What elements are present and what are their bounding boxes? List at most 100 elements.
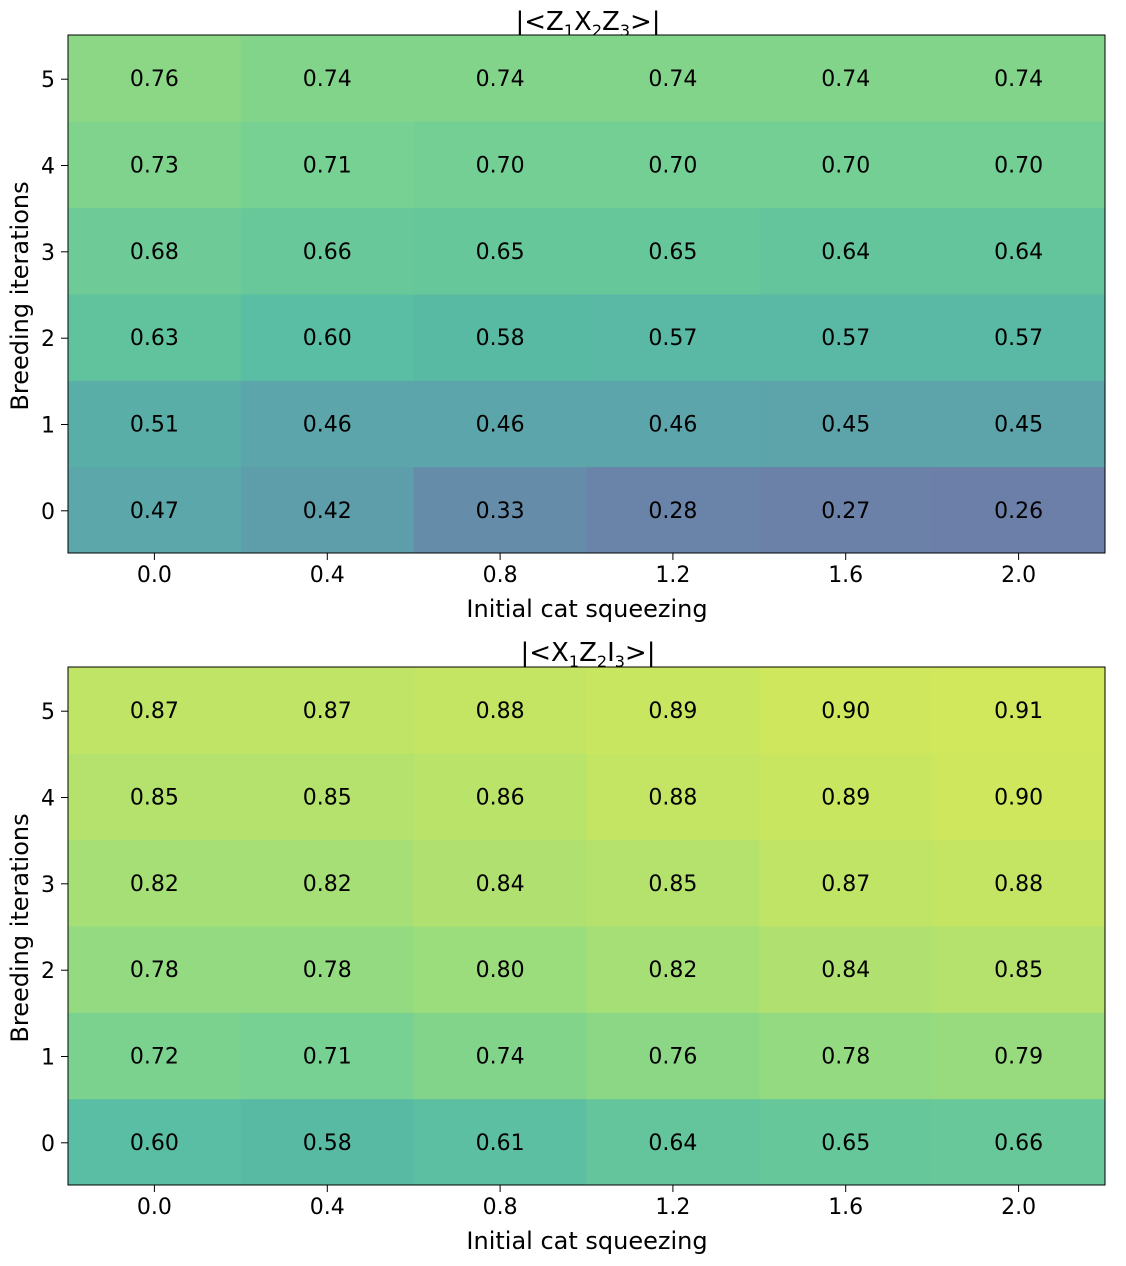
heatmap-cell-label: 0.64: [648, 1131, 697, 1156]
heatmap-cell: [68, 1012, 242, 1100]
heatmap-cell: [932, 667, 1106, 754]
heatmap-cell-label: 0.70: [994, 154, 1043, 179]
heatmap-cell: [413, 1098, 587, 1186]
heatmap-cell: [586, 121, 760, 209]
heatmap-cell: [68, 207, 242, 295]
heatmap-cell: [932, 207, 1106, 295]
heatmap-cell-label: 0.57: [994, 326, 1043, 351]
heatmap-cell-label: 0.63: [130, 326, 179, 351]
heatmap-cell: [932, 1012, 1106, 1100]
heatmap-cell: [759, 1098, 933, 1186]
y-tick-label: 1: [41, 1046, 55, 1071]
heatmap-cell: [586, 839, 760, 927]
heatmap-cell-label: 0.87: [821, 872, 870, 897]
heatmap-cell: [932, 926, 1106, 1013]
heatmap-cell: [413, 1012, 587, 1100]
heatmap-cell: [932, 753, 1106, 841]
chart-2-y-axis: 0 1 2 3 4 5: [41, 700, 68, 1157]
heatmap-cell-label: 0.65: [648, 240, 697, 265]
y-tick-label: 2: [41, 327, 55, 352]
heatmap-cell: [759, 839, 933, 927]
heatmap-cell: [586, 926, 760, 1013]
heatmap-cell-label: 0.89: [821, 786, 870, 811]
heatmap-cell-label: 0.33: [476, 499, 525, 524]
heatmap-cell: [413, 466, 587, 554]
heatmap-cell: [759, 667, 933, 754]
heatmap-cell-label: 0.65: [476, 240, 525, 265]
heatmap-cell: [68, 926, 242, 1013]
x-tick-label: 1.6: [828, 563, 863, 588]
heatmap-cell: [413, 207, 587, 295]
heatmap-cell: [586, 753, 760, 841]
heatmap-cell: [240, 207, 415, 295]
heatmap-cell: [240, 35, 415, 122]
heatmap-cell-label: 0.42: [303, 499, 352, 524]
heatmap-cell-label: 0.64: [994, 240, 1043, 265]
x-tick-label: 0.4: [310, 563, 345, 588]
chart-2-frame: [67, 666, 1106, 1186]
heatmap-chart-2: |<X1Z2I3>| 0.60 0.58 0.61 0.64 0.65 0.660.72 0…: [6, 638, 1106, 1255]
heatmap-cell-label: 0.85: [130, 786, 179, 811]
chart-2-x-axis: 0.0 0.4 0.8 1.2 1.6 2.0: [137, 1185, 1036, 1220]
y-tick-label: 3: [41, 873, 55, 898]
heatmap-cell: [413, 753, 587, 841]
heatmap-cell-label: 0.82: [130, 872, 179, 897]
heatmap-cell: [932, 839, 1106, 927]
heatmap-cell-label: 0.90: [994, 786, 1043, 811]
heatmap-cell: [240, 1098, 415, 1186]
heatmap-cell: [240, 839, 415, 927]
heatmap-cell-label: 0.72: [130, 1045, 179, 1070]
x-tick-label: 2.0: [1001, 563, 1036, 588]
chart-2-y-axis-label: Breeding iterations: [6, 813, 34, 1042]
heatmap-cell: [586, 207, 760, 295]
heatmap-cell-label: 0.76: [648, 1045, 697, 1070]
heatmap-cell: [586, 466, 760, 554]
heatmap-cell-label: 0.66: [994, 1131, 1043, 1156]
heatmap-cell: [413, 121, 587, 209]
chart-1-cells: 0.47 0.42 0.33 0.28 0.27 0.26 0.51 0.46 0.46 0.46…: [68, 35, 1106, 554]
heatmap-cell: [759, 926, 933, 1013]
heatmap-cell-label: 0.57: [821, 326, 870, 351]
heatmap-cell: [413, 380, 587, 468]
heatmap-cell-label: 0.80: [476, 958, 525, 983]
heatmap-cell-label: 0.46: [648, 413, 697, 438]
chart-2-cells: 0.60 0.58 0.61 0.64 0.65 0.66 0.72 0.71 0.74 0.76…: [68, 667, 1106, 1186]
heatmap-cell: [586, 1098, 760, 1186]
heatmap-cell: [759, 35, 933, 122]
chart-2-title: |<X1Z2I3>|: [521, 638, 656, 671]
chart-1-y-axis-label: Breeding iterations: [6, 181, 34, 410]
heatmap-cell: [932, 294, 1106, 381]
y-tick-label: 5: [41, 700, 55, 725]
heatmap-cell-label: 0.85: [648, 872, 697, 897]
heatmap-cell: [759, 753, 933, 841]
heatmap-cell-label: 0.70: [476, 154, 525, 179]
y-tick-label: 0: [41, 500, 55, 525]
heatmap-cell-label: 0.68: [130, 240, 179, 265]
heatmap-cell: [68, 839, 242, 927]
chart-1-x-axis-label: Initial cat squeezing: [466, 595, 707, 623]
y-tick-label: 3: [41, 241, 55, 266]
x-tick-label: 2.0: [1001, 1195, 1036, 1220]
heatmap-cell: [68, 667, 242, 754]
chart-1-y-axis: 0 1 2 3 4 5: [41, 68, 68, 525]
heatmap-cell: [413, 926, 587, 1013]
chart-2-x-axis-label: Initial cat squeezing: [466, 1227, 707, 1255]
heatmap-cell-label: 0.74: [994, 67, 1043, 92]
heatmap-cell-label: 0.78: [821, 1045, 870, 1070]
heatmap-cell-label: 0.61: [476, 1131, 525, 1156]
heatmap-chart-1: |<Z1X2Z3>| 0.47 0.42 0.33 0.28 0.27 0.260.51 0…: [6, 7, 1106, 623]
heatmap-cell: [240, 121, 415, 209]
heatmap-cell-label: 0.47: [130, 499, 179, 524]
x-tick-label: 0.8: [483, 563, 518, 588]
heatmap-cell: [759, 380, 933, 468]
heatmap-cell-label: 0.87: [303, 699, 352, 724]
heatmap-cell: [240, 466, 415, 554]
heatmap-cell-label: 0.74: [303, 67, 352, 92]
heatmap-cell-label: 0.78: [303, 958, 352, 983]
heatmap-cell: [759, 121, 933, 209]
heatmap-cell: [68, 380, 242, 468]
heatmap-cell-label: 0.46: [303, 413, 352, 438]
heatmap-cell-label: 0.74: [476, 1045, 525, 1070]
heatmap-cell: [759, 1012, 933, 1100]
